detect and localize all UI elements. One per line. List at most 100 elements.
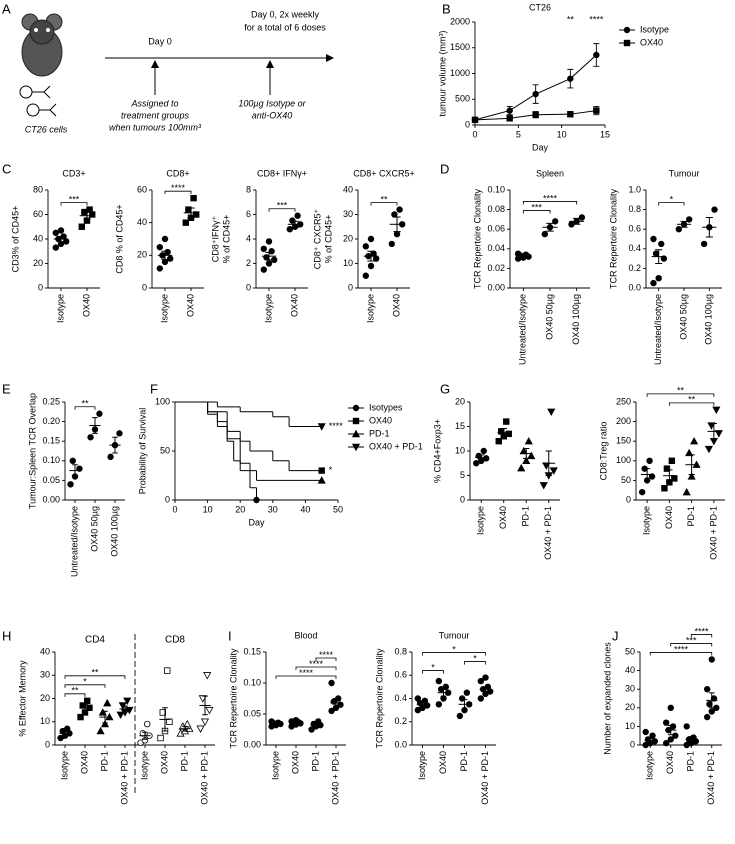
arrow-head	[151, 60, 159, 68]
data-point	[317, 476, 326, 484]
panel-letter: I	[228, 628, 232, 643]
x-tick-label: Isotype	[263, 294, 273, 323]
data-point	[294, 212, 301, 219]
sem-bar	[519, 254, 528, 258]
data-point	[708, 708, 715, 715]
data-point	[200, 718, 210, 726]
data-point	[318, 467, 325, 474]
significance-bracket	[64, 684, 106, 688]
significance-label: ***	[531, 202, 542, 212]
x-tick-label: 40	[300, 504, 310, 514]
y-axis-label: % CD4+Foxp3+	[432, 419, 442, 483]
dose-label: 100µg Isotype or	[238, 98, 306, 108]
sem-bar	[313, 722, 319, 728]
y-tick-label: 200	[616, 416, 631, 426]
x-tick-label: Isotype	[139, 751, 149, 780]
y-tick-label: 2	[246, 258, 251, 268]
x-tick-label: OX40	[159, 751, 169, 774]
sem-bar	[546, 222, 554, 232]
data-point	[661, 485, 668, 492]
y-tick-label: 4	[246, 233, 251, 243]
x-tick-label: OX40	[498, 506, 508, 529]
legend-marker	[351, 443, 361, 452]
significance-bracket	[422, 670, 444, 674]
significance-bracket	[275, 675, 337, 679]
data-point	[190, 194, 197, 202]
y-tick-label: 10	[455, 445, 465, 455]
y-tick-label: 0.6	[394, 670, 407, 680]
y-tick-label: 40	[137, 217, 147, 227]
data-point	[685, 448, 694, 457]
chart-title: CD3+	[62, 168, 85, 178]
y-tick-label: 20	[137, 250, 147, 260]
data-point	[268, 718, 275, 725]
data-point	[328, 707, 335, 715]
data-point	[203, 672, 212, 680]
data-point	[660, 255, 668, 262]
y-tick-label: 250	[616, 396, 631, 406]
significance-label: ***	[686, 635, 697, 645]
y-tick-label: 50	[625, 646, 635, 656]
data-point	[703, 713, 711, 721]
sem-bar	[112, 436, 118, 454]
panel-letter: H	[2, 628, 11, 643]
significance-label: ****	[309, 659, 324, 669]
chart-title: Tumour	[669, 168, 700, 178]
data-point	[651, 738, 659, 745]
x-tick-label: 20	[235, 504, 245, 514]
y-axis-label: Number of expanded clones	[602, 642, 612, 755]
y-tick-label: 0.2	[628, 263, 641, 273]
x-tick-label: 0	[172, 504, 177, 514]
data-point	[96, 726, 105, 735]
sem-bar	[293, 721, 299, 726]
assigned-label: when tumours 100mm³	[109, 122, 202, 132]
annotation: **	[567, 14, 575, 24]
data-point	[328, 679, 335, 687]
y-tick-label: 40	[33, 233, 43, 243]
x-tick-label: OX40 + PD-1	[708, 506, 718, 560]
y-tick-label: 20	[33, 258, 43, 268]
y-tick-label: 10	[343, 258, 353, 268]
data-point	[159, 709, 166, 716]
x-tick-label: OX40 100µg	[109, 506, 119, 557]
group-title: CD8	[165, 635, 185, 646]
data-point	[362, 272, 369, 279]
sem-bar	[122, 705, 128, 713]
data-point	[77, 713, 84, 721]
significance-bracket	[646, 393, 715, 397]
y-axis-label: % of CD45+	[221, 215, 231, 264]
y-tick-label: 30	[40, 670, 50, 680]
data-point	[652, 250, 660, 257]
data-point	[549, 467, 558, 475]
chart-title: CD8+	[166, 168, 189, 178]
sem-bar	[162, 707, 168, 732]
y-tick-label: 0	[38, 282, 43, 292]
y-axis-label: TCR Repertoire Clonality	[608, 188, 618, 289]
y-tick-label: 40	[343, 184, 353, 194]
significance-bracket	[370, 202, 398, 206]
data-point	[116, 430, 123, 437]
annotation: ****	[329, 421, 344, 431]
data-point	[362, 243, 369, 250]
x-tick-label: Untreated/Isotype	[69, 506, 79, 577]
data-point	[638, 488, 646, 496]
significance-bracket	[670, 643, 713, 647]
sem-bar	[545, 450, 552, 476]
data-point	[517, 463, 526, 472]
data-point	[388, 240, 395, 248]
data-point	[156, 243, 163, 251]
sem-bar	[182, 725, 188, 732]
sem-bar	[161, 250, 169, 260]
x-tick-label: Isotype	[645, 751, 655, 780]
data-point	[396, 206, 403, 213]
significance-label: *	[83, 677, 87, 687]
y-tick-label: 0.00	[487, 282, 505, 292]
y-tick-label: 30	[625, 684, 635, 694]
x-tick-label: OX40 + PD-1	[199, 751, 209, 805]
y-tick-label: 5	[460, 470, 465, 480]
y-tick-label: 2000	[450, 16, 470, 26]
x-tick-label: Isotype	[270, 751, 280, 780]
significance-label: **	[677, 386, 685, 396]
significance-label: ****	[543, 193, 558, 203]
